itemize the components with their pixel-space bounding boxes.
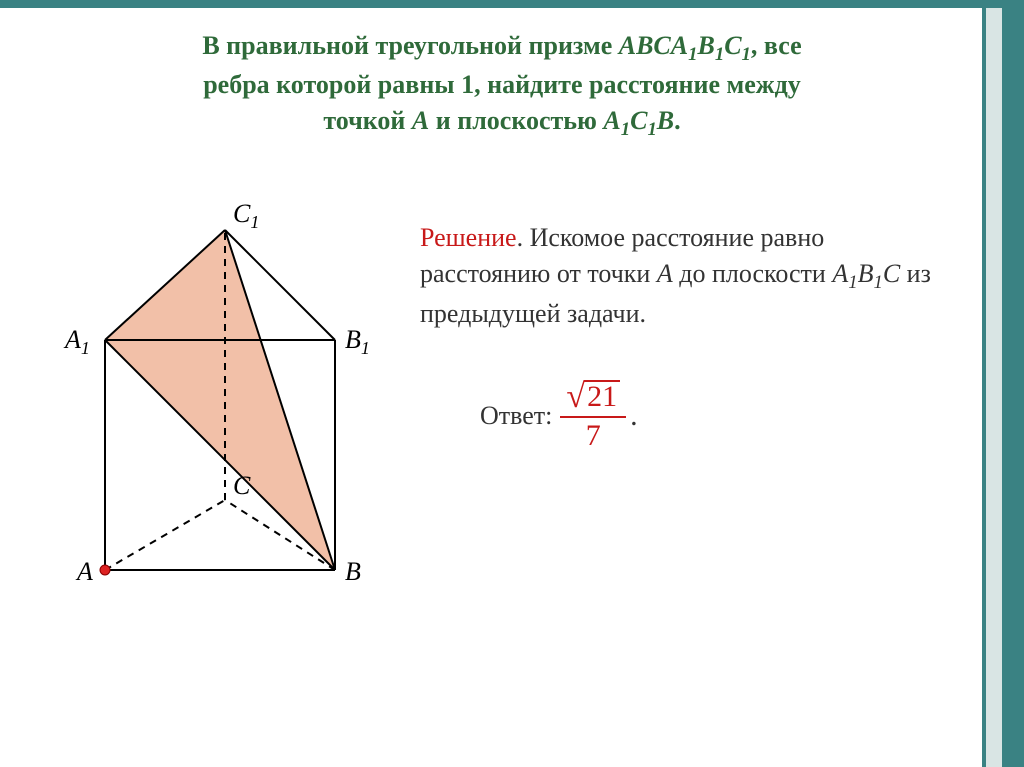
title-line1: В правильной треугольной призме ABCA1B1C… bbox=[202, 31, 801, 60]
problem-title: В правильной треугольной призме ABCA1B1C… bbox=[50, 28, 954, 142]
svg-text:C1: C1 bbox=[233, 199, 259, 232]
svg-text:A: A bbox=[75, 557, 93, 586]
title-line2: ребра которой равны 1, найдите расстояни… bbox=[203, 70, 801, 99]
svg-text:B1: B1 bbox=[345, 325, 370, 358]
answer-period: . bbox=[630, 399, 638, 433]
prism-figure: C1 A1 B1 C A B bbox=[45, 170, 385, 630]
top-stripe bbox=[0, 0, 1024, 8]
prism-svg: C1 A1 B1 C A B bbox=[45, 170, 385, 630]
answer-block: Ответ: √ 21 7 . bbox=[480, 380, 880, 452]
svg-text:A1: A1 bbox=[63, 325, 90, 358]
solution-text: Решение. Искомое расстояние равно рассто… bbox=[420, 220, 950, 332]
solution-lead: Решение bbox=[420, 223, 517, 252]
sqrt-icon: √ 21 bbox=[566, 380, 620, 414]
svg-text:C: C bbox=[233, 471, 251, 500]
answer-label: Ответ: bbox=[480, 401, 552, 431]
title-line3: точкой A и плоскостью A1C1B. bbox=[323, 106, 680, 135]
highlight-triangle bbox=[105, 230, 335, 570]
point-a bbox=[100, 565, 110, 575]
answer-fraction: √ 21 7 bbox=[560, 380, 626, 452]
svg-text:B: B bbox=[345, 557, 361, 586]
side-decoration bbox=[982, 8, 1024, 767]
